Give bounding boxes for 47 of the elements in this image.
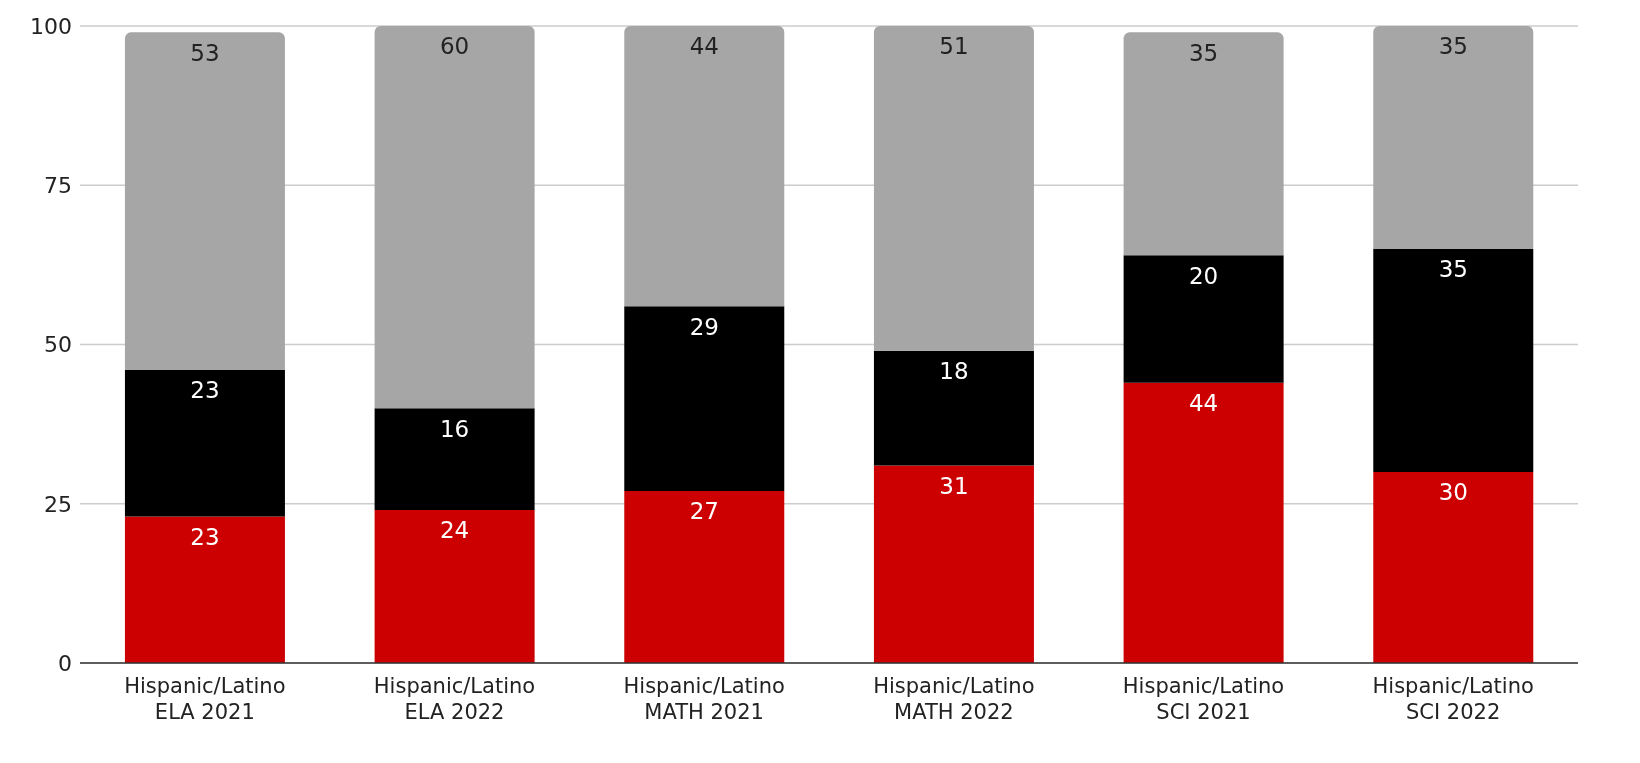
x-tick-label: Hispanic/Latino MATH 2021	[623, 674, 785, 724]
data-label: 23	[190, 523, 220, 550]
bar	[1373, 26, 1534, 249]
y-tick-label: 75	[44, 173, 72, 199]
bar	[124, 32, 285, 370]
x-tick-label: Hispanic/Latino ELA 2021	[124, 674, 286, 724]
bar	[873, 26, 1034, 351]
bar	[624, 26, 785, 307]
y-tick-label: 100	[30, 13, 72, 39]
data-label: 20	[1188, 262, 1219, 289]
data-label: 31	[939, 472, 969, 499]
bar	[374, 510, 535, 663]
data-label: 44	[689, 33, 719, 60]
x-tick-label: Hispanic/Latino MATH 2022	[873, 674, 1035, 724]
data-label: 44	[1188, 390, 1219, 417]
data-label: 51	[939, 33, 969, 60]
data-label: 23	[190, 377, 220, 404]
y-tick-label: 0	[58, 650, 72, 676]
x-tick-label: Hispanic/Latino SCI 2022	[1372, 674, 1534, 724]
bar	[1123, 32, 1284, 256]
data-label: 16	[439, 415, 470, 442]
data-label: 35	[1188, 39, 1219, 66]
data-label: 29	[689, 313, 719, 340]
data-label: 24	[439, 517, 470, 544]
data-label: 27	[689, 498, 719, 525]
bar	[1373, 471, 1534, 663]
bar	[1373, 248, 1534, 472]
bar	[873, 465, 1034, 663]
bar	[624, 306, 785, 492]
bar	[374, 26, 535, 409]
bar	[1123, 255, 1284, 383]
data-label: 35	[1438, 33, 1468, 60]
data-label: 35	[1438, 256, 1468, 283]
data-label: 60	[439, 33, 470, 60]
bar	[1123, 382, 1284, 663]
data-label: 18	[939, 358, 969, 385]
data-label: 53	[190, 39, 220, 66]
y-tick-label: 25	[44, 491, 72, 517]
y-tick-label: 50	[44, 332, 72, 358]
x-tick-label: Hispanic/Latino SCI 2021	[1122, 674, 1285, 724]
bar	[124, 369, 285, 517]
data-label: 30	[1438, 479, 1468, 506]
bar	[873, 350, 1034, 466]
bar	[374, 408, 535, 511]
bar	[124, 516, 285, 663]
x-tick-label: Hispanic/Latino ELA 2022	[373, 674, 536, 724]
bar	[624, 491, 785, 663]
